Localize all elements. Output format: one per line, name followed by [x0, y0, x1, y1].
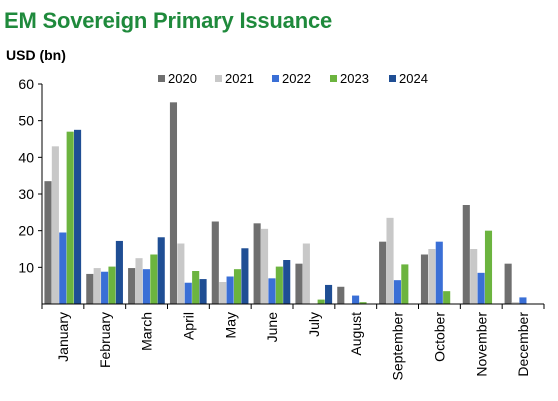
- y-tick-label: 40: [18, 149, 34, 165]
- y-axis-unit-label: USD (bn): [6, 47, 66, 63]
- x-tick-label-august: August: [348, 312, 364, 356]
- bar-june-2023: [275, 266, 283, 304]
- bar-april-2022: [184, 282, 192, 304]
- bar-august-2020: [337, 286, 345, 304]
- bar-february-2021: [93, 268, 101, 304]
- bar-january-2023: [66, 131, 74, 304]
- bar-may-2022: [226, 276, 234, 304]
- legend-label-2021: 2021: [225, 71, 254, 86]
- legend-label-2020: 2020: [168, 71, 197, 86]
- x-tick-label-july: July: [306, 312, 322, 337]
- y-tick-label: 30: [18, 186, 34, 202]
- x-tick-label-october: October: [431, 312, 447, 362]
- bar-july-2020: [295, 263, 303, 304]
- bar-may-2023: [233, 269, 242, 304]
- y-axis: 10 20 30 40 50 60: [18, 76, 43, 304]
- legend-swatch-2024: [389, 75, 396, 82]
- bar-october-2022: [435, 241, 443, 304]
- legend-label-2022: 2022: [282, 71, 311, 86]
- bar-july-2023: [317, 299, 325, 304]
- bar-september-2023: [401, 264, 409, 304]
- legend-label-2024: 2024: [399, 71, 428, 86]
- bar-june-2020: [253, 223, 261, 304]
- x-tick-label-june: June: [264, 312, 280, 343]
- legend-swatch-2020: [158, 75, 165, 82]
- x-tick-label-march: March: [139, 312, 155, 351]
- bar-march-2023: [150, 254, 158, 304]
- legend-label-2023: 2023: [340, 71, 369, 86]
- bar-february-2022: [101, 271, 109, 304]
- bar-april-2023: [192, 271, 200, 304]
- bar-august-2023: [359, 302, 367, 304]
- y-tick-label: 10: [18, 259, 34, 275]
- bar-january-2020: [44, 181, 52, 304]
- bar-september-2020: [379, 241, 387, 304]
- bar-january-2022: [59, 232, 67, 304]
- legend-swatch-2022: [272, 75, 279, 82]
- bar-february-2020: [86, 273, 94, 304]
- bar-january-2024: [74, 129, 82, 304]
- x-tick-label-may: May: [222, 312, 238, 338]
- x-tick-label-april: April: [180, 312, 196, 340]
- bar-october-2021: [428, 249, 436, 304]
- bar-november-2021: [470, 249, 478, 304]
- x-tick-label-january: January: [55, 312, 71, 362]
- bar-may-2021: [219, 282, 227, 304]
- bar-march-2024: [157, 237, 165, 304]
- bar-october-2023: [443, 291, 451, 304]
- bars: [44, 102, 527, 304]
- chart-title: EM Sovereign Primary Issuance: [4, 8, 333, 33]
- bar-december-2021: [511, 302, 520, 304]
- bar-march-2021: [135, 258, 143, 304]
- x-tick-label-february: February: [97, 312, 113, 368]
- bar-november-2023: [484, 230, 493, 304]
- bar-july-2024: [325, 284, 333, 304]
- x-tick-label-november: November: [473, 312, 489, 377]
- x-axis: January February March April May June July Augu…: [41, 303, 545, 381]
- bar-april-2020: [169, 102, 178, 304]
- bar-april-2021: [177, 243, 185, 304]
- x-tick-label-december: December: [515, 312, 531, 377]
- bar-november-2022: [477, 272, 485, 304]
- legend-swatch-2021: [215, 75, 222, 82]
- bar-september-2022: [393, 280, 401, 304]
- bar-november-2020: [462, 205, 470, 304]
- bar-may-2024: [241, 248, 249, 304]
- bar-december-2022: [519, 297, 527, 304]
- bar-may-2020: [211, 221, 219, 304]
- bar-august-2022: [352, 295, 360, 304]
- y-tick-label: 20: [18, 223, 34, 239]
- bar-february-2023: [108, 266, 116, 304]
- bar-april-2024: [199, 279, 207, 304]
- x-tick-label-september: September: [390, 312, 406, 381]
- bar-january-2021: [51, 146, 59, 304]
- bar-march-2022: [142, 269, 150, 304]
- legend: 2020 2021 2022 2023 2024: [158, 71, 428, 86]
- bar-september-2021: [386, 217, 394, 304]
- bar-june-2024: [283, 260, 291, 304]
- bar-march-2020: [128, 268, 136, 304]
- y-tick-label: 50: [18, 113, 34, 129]
- bar-june-2021: [260, 228, 269, 304]
- y-tick-label: 60: [18, 76, 34, 92]
- bar-december-2020: [504, 263, 512, 304]
- legend-swatch-2023: [330, 75, 337, 82]
- bar-july-2021: [302, 243, 310, 304]
- bar-february-2024: [115, 240, 123, 304]
- bar-june-2022: [268, 278, 276, 304]
- bar-october-2020: [420, 254, 429, 304]
